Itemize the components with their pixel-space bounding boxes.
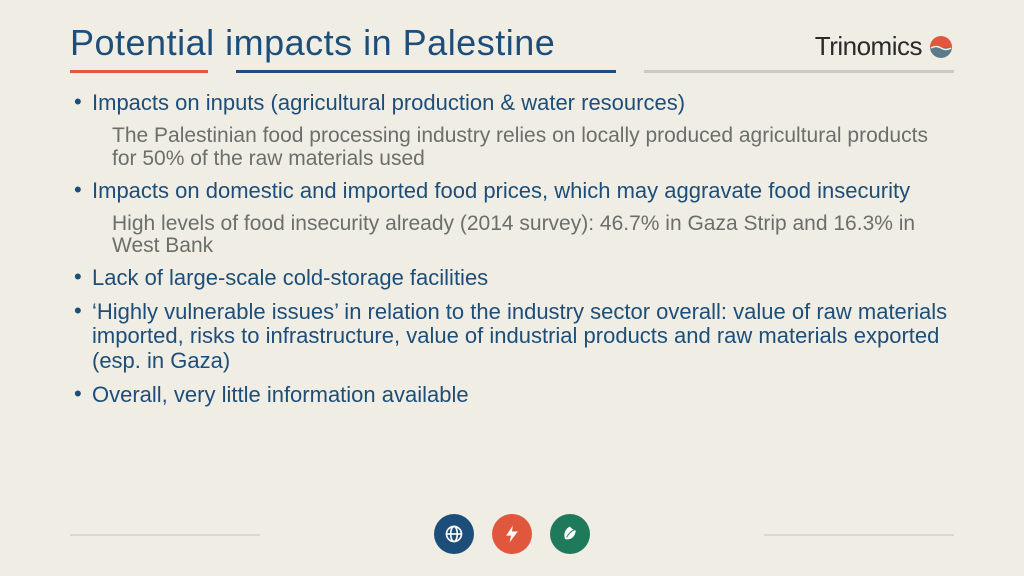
bolt-icon [492, 514, 532, 554]
list-item: ‘Highly vulnerable issues’ in relation t… [70, 300, 954, 373]
rule-gap [212, 70, 232, 73]
page-title: Potential impacts in Palestine [70, 22, 555, 64]
sub-text: The Palestinian food processing industry… [70, 125, 954, 170]
bullet-text: Overall, very little information availab… [92, 383, 954, 407]
list-item: Impacts on inputs (agricultural producti… [70, 91, 954, 115]
bullet-list: Impacts on inputs (agricultural producti… [70, 91, 954, 407]
logo-icon [928, 34, 954, 60]
content-area: Impacts on inputs (agricultural producti… [0, 73, 1024, 407]
bullet-text: Impacts on domestic and imported food pr… [92, 179, 954, 203]
rule-accent-3 [644, 70, 954, 73]
rule-accent-1 [70, 70, 208, 73]
bullet-text: ‘Highly vulnerable issues’ in relation t… [92, 300, 954, 373]
logo: Trinomics [815, 31, 954, 62]
bullet-text: Impacts on inputs (agricultural producti… [92, 91, 954, 115]
list-item: Overall, very little information availab… [70, 383, 954, 407]
rule-accent-2 [236, 70, 616, 73]
logo-text: Trinomics [815, 31, 922, 62]
rule-gap [620, 70, 640, 73]
title-underline [0, 64, 1024, 73]
header-row: Potential impacts in Palestine Trinomics [0, 0, 1024, 64]
sub-text: High levels of food insecurity already (… [70, 213, 954, 258]
list-item: Impacts on domestic and imported food pr… [70, 179, 954, 203]
footer-icons [0, 514, 1024, 554]
bullet-text: Lack of large-scale cold-storage facilit… [92, 266, 954, 290]
leaf-icon [550, 514, 590, 554]
list-item: Lack of large-scale cold-storage facilit… [70, 266, 954, 290]
globe-icon [434, 514, 474, 554]
